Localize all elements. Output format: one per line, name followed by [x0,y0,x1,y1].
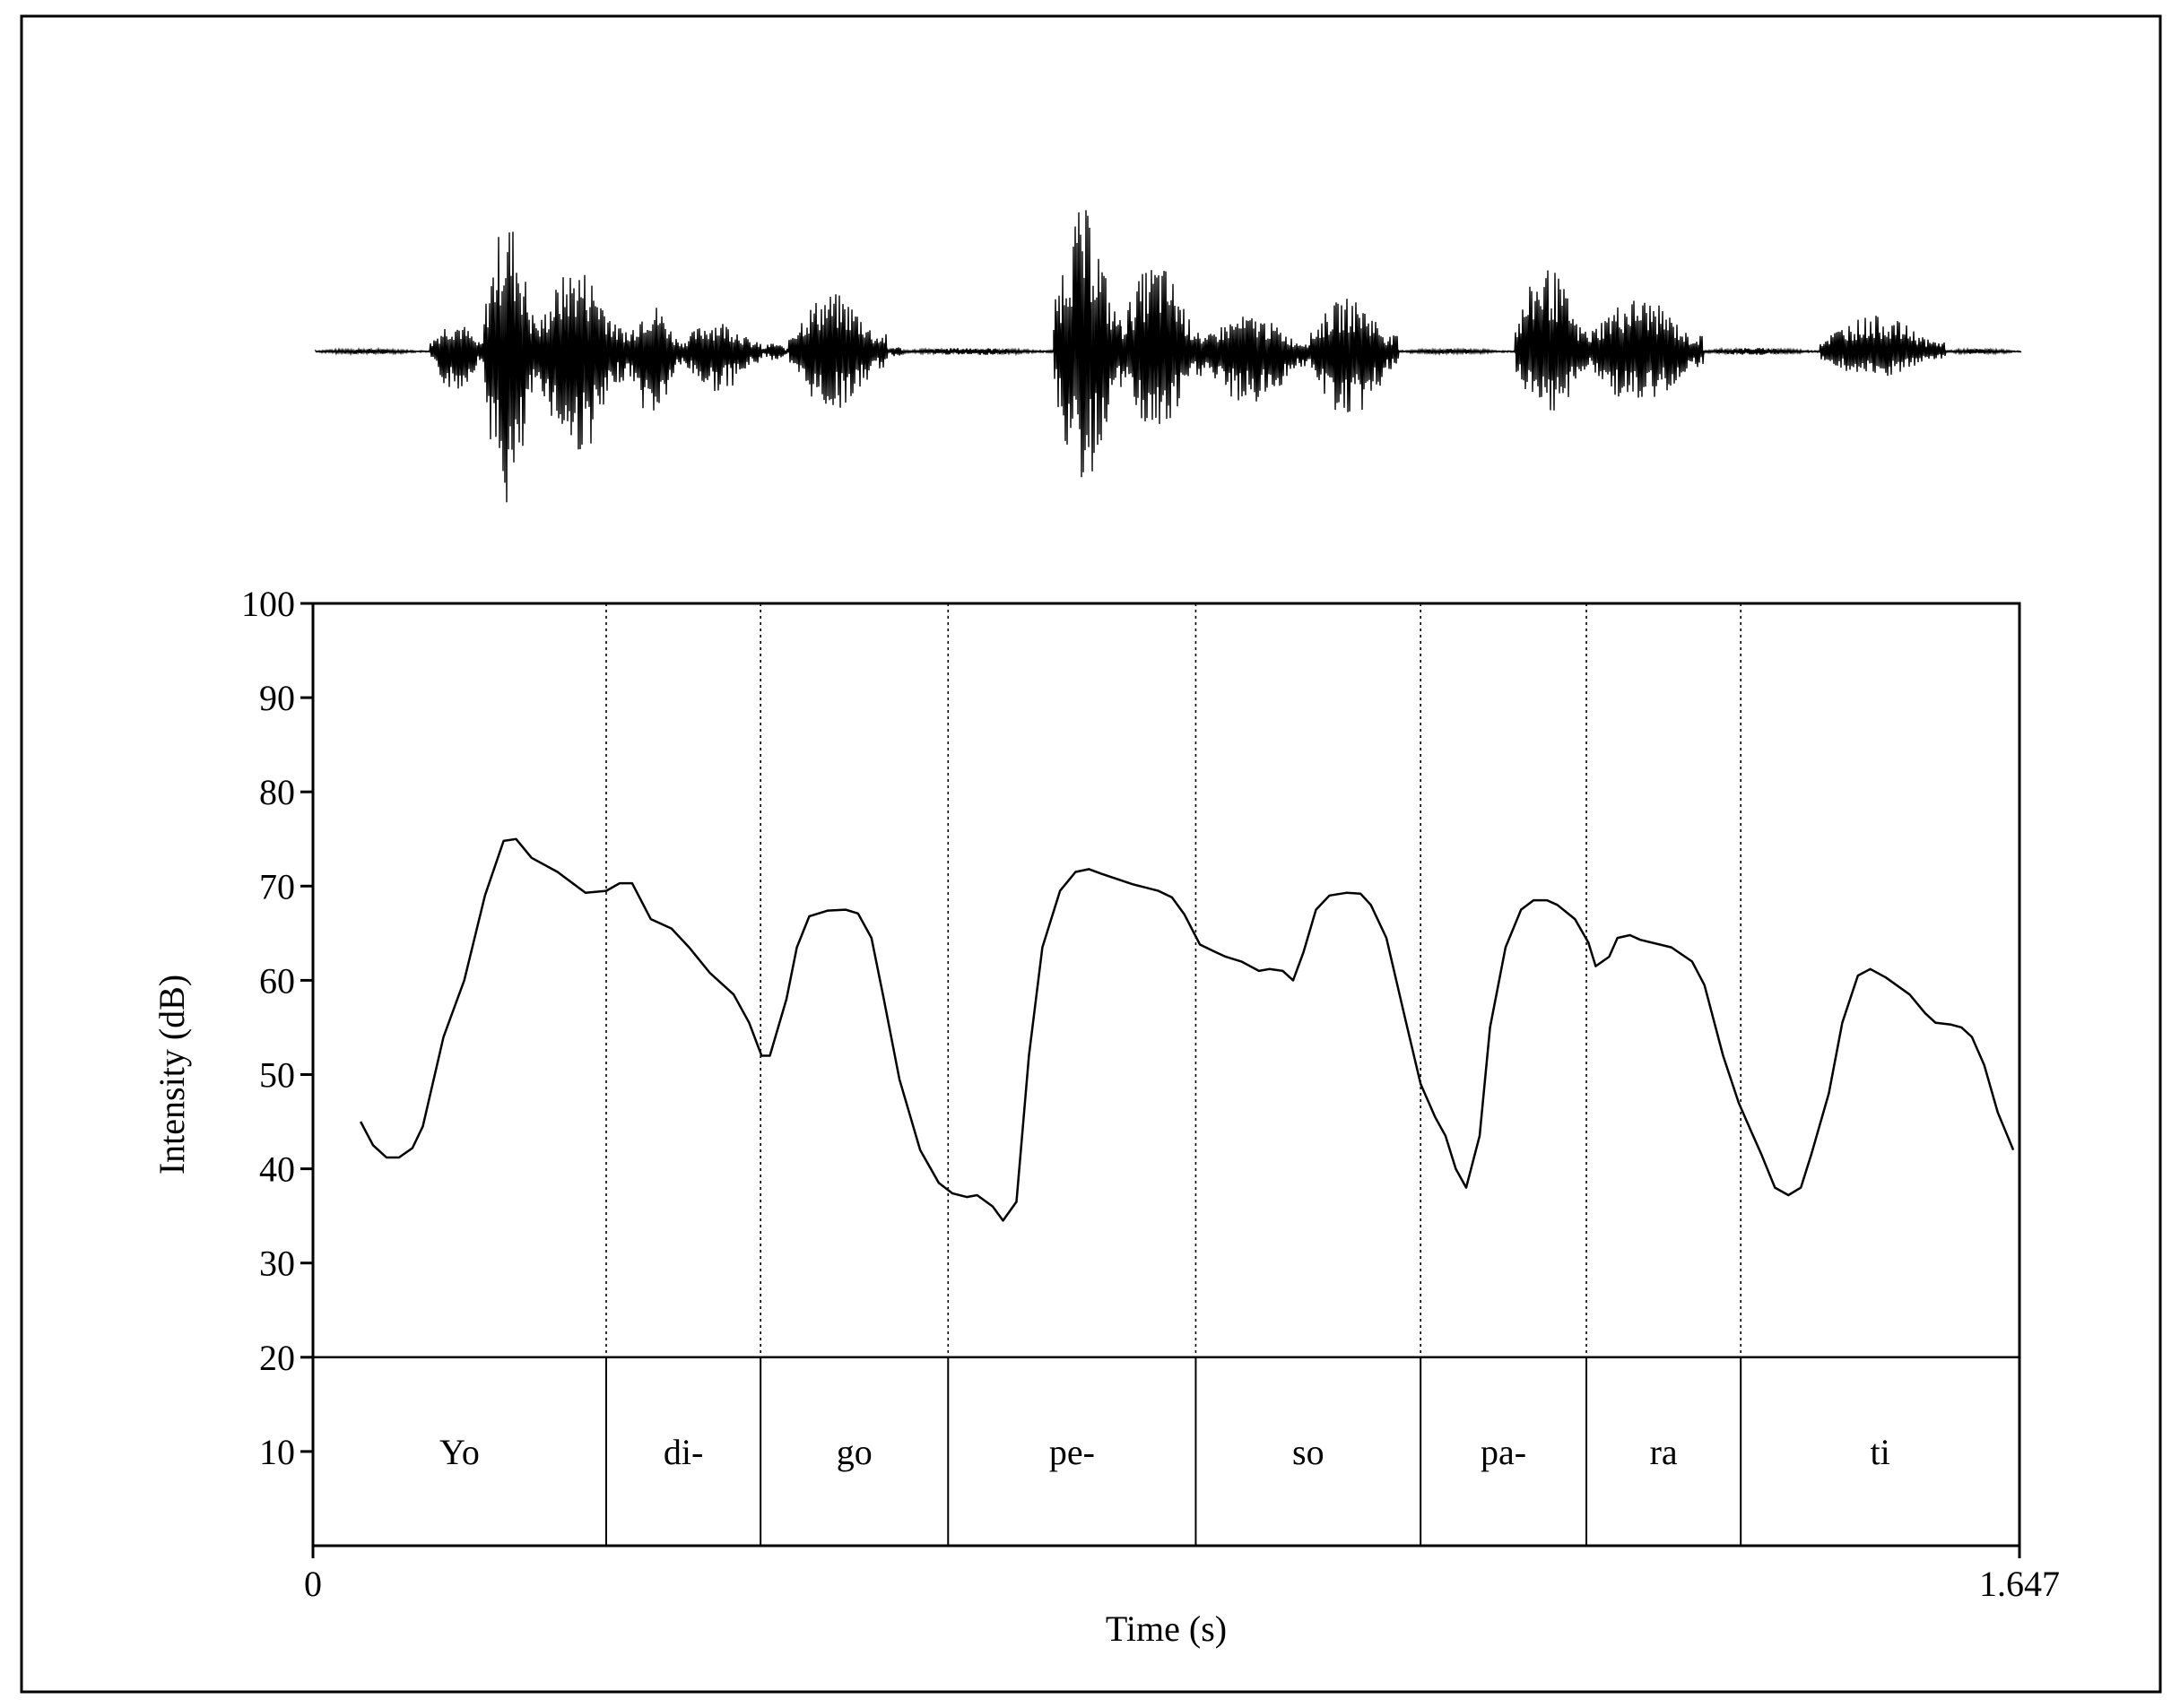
y-tick-label: 10 [259,1432,295,1472]
syllable-label: ra [1650,1432,1678,1472]
x-axis-label: Time (s) [1106,1608,1227,1649]
speech-waveform [315,210,2022,503]
y-axis: 10 20 30 40 50 60 70 80 90 100 [241,584,313,1472]
syllable-label: pe- [1049,1432,1095,1472]
y-tick-label: 20 [259,1338,295,1378]
syllable-label: ti [1870,1432,1889,1472]
waveform-trace [315,210,2022,503]
x-tick-label: 0 [304,1564,322,1604]
y-tick-label: 90 [259,678,295,718]
y-tick-label: 70 [259,866,295,906]
y-tick-label: 100 [241,584,295,624]
syllable-label: pa- [1481,1432,1526,1472]
y-tick-label: 50 [259,1055,295,1096]
syllable-label: di- [664,1432,703,1472]
syllable-tier: Yo di-go pe-so pa-ra ti [439,1432,1890,1472]
x-axis: 0 1.647 [304,1546,2060,1604]
y-tick-label: 80 [259,772,295,812]
y-tick-label: 60 [259,960,295,1001]
syllable-boundaries [313,603,2019,1546]
syllable-label: go [837,1432,873,1472]
syllable-label: Yo [439,1432,480,1472]
y-axis-label: Intensity (dB) [152,975,192,1175]
y-tick-label: 40 [259,1149,295,1190]
x-tick-label: 1.647 [1979,1564,2060,1604]
y-tick-label: 30 [259,1244,295,1284]
syllable-label: so [1292,1432,1325,1472]
intensity-contour-line [359,837,2015,1222]
figure-frame [20,14,2162,1694]
